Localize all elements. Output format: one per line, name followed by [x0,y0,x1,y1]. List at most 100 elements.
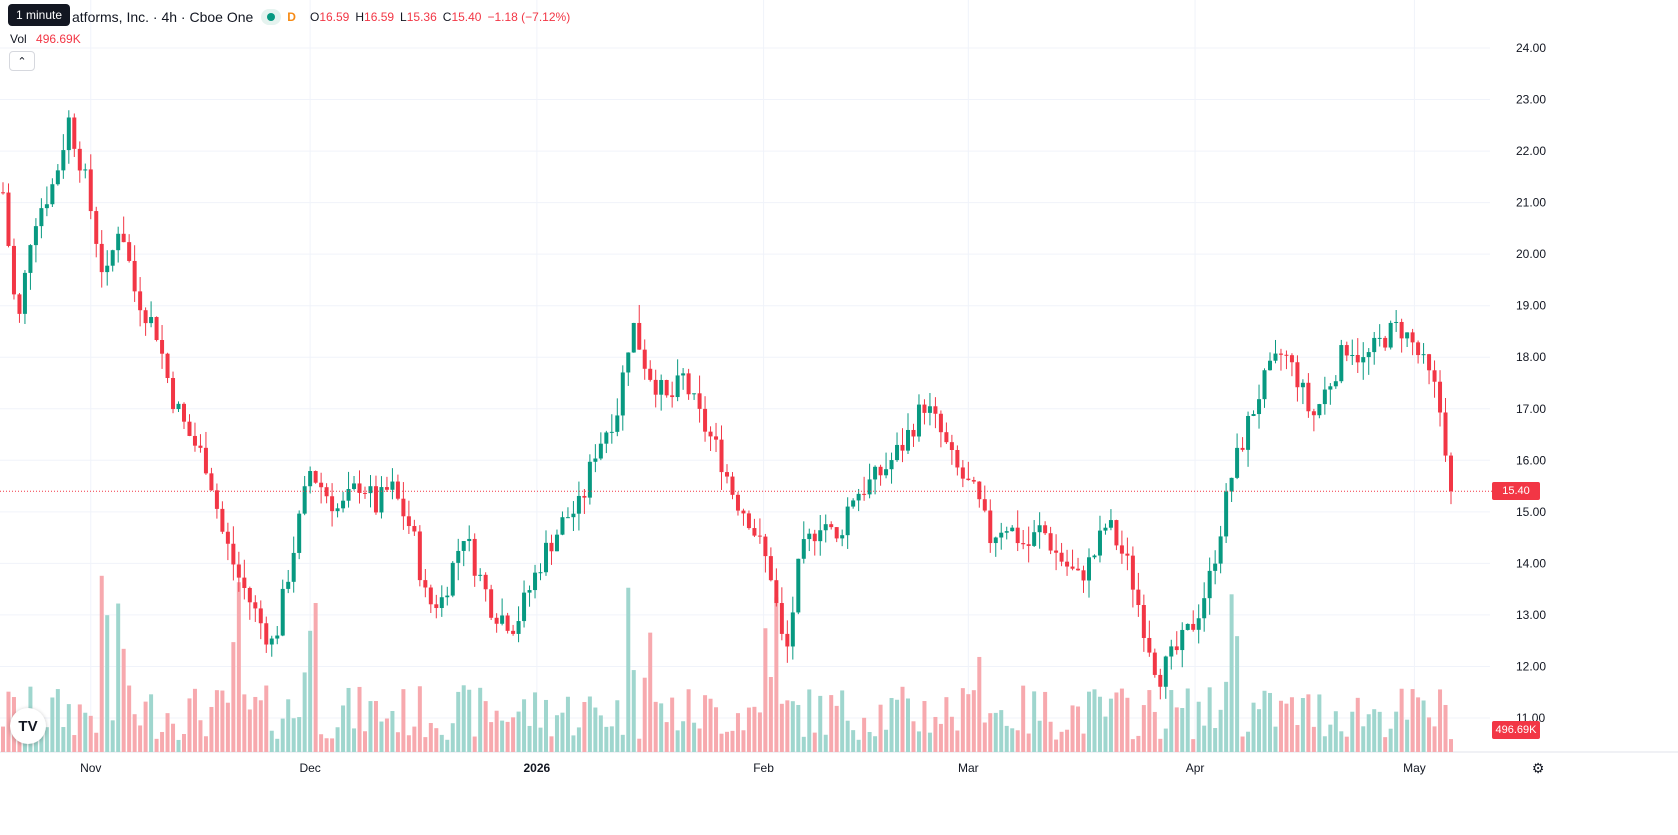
candle-body [725,472,729,477]
volume-bar [593,707,598,752]
candle-body [225,531,230,544]
candle-body [593,458,598,462]
volume-bar [834,705,839,752]
volume-bar [988,713,993,752]
volume-bar [1065,729,1070,752]
candle-body [192,435,197,446]
candle-body [955,450,960,468]
candle-body [1350,354,1355,356]
candle-body [308,471,313,487]
candle-body [818,530,823,542]
volume-bar [582,702,587,752]
volume-bar [176,739,181,752]
candle-body [1196,618,1201,630]
volume-bar [291,718,296,752]
candle-body [708,431,713,437]
candle-body [944,432,949,443]
candle-body [297,513,302,553]
volume-bar [1251,702,1256,752]
candle-body [395,481,400,499]
volume-bar [692,722,697,752]
candle-body [801,539,806,559]
candle-body [253,602,258,609]
volume-bar [587,696,592,752]
candle-body [66,117,71,151]
candle-body [412,526,417,532]
candles [1,110,1453,700]
volume-bar [785,700,790,752]
candle-body [1218,536,1223,564]
candle-body [1394,321,1399,323]
volume-bar [1,726,5,752]
volume-bar [889,698,894,752]
volume-bar [280,718,285,752]
x-tick-label: May [1403,761,1426,775]
candle-body [357,483,362,493]
volume-bar [1366,714,1371,752]
volume-bar [1097,696,1102,752]
volume-bar [1169,690,1174,752]
candle-body [346,488,351,501]
volume-bar [823,734,828,752]
candle-body [88,169,93,212]
candle-body [363,492,367,494]
candle-body [938,413,943,433]
volume-bar [812,732,817,752]
volume-bar [993,712,998,752]
volume-bar [856,739,861,752]
volume-bar [681,721,686,752]
candle-body [533,572,538,591]
candle-body [840,535,845,539]
volume-bar [1015,730,1020,752]
candle-body [1163,656,1168,687]
x-tick-label: Feb [753,761,774,775]
gear-icon[interactable]: ⚙ [1531,759,1545,776]
candle-body [1141,605,1146,638]
price-axis[interactable]: 11.0012.0013.0014.0015.0016.0017.0018.00… [1516,41,1546,725]
volume-bar [801,736,806,752]
candle-body [1251,414,1256,416]
volume-bar [373,701,378,752]
market-status-icon[interactable] [261,9,282,25]
volume-bar [878,704,883,752]
candle-body [796,558,801,613]
y-tick-label: 20.00 [1516,247,1546,261]
candle-body [335,508,340,512]
volume-bar [467,689,472,752]
volume-bar [1322,736,1327,752]
candle-body [554,534,559,552]
dividend-badge[interactable]: D [287,10,296,24]
symbol-title[interactable]: atforms, Inc. · 4h · Cboe One [72,9,254,25]
candle-body [489,589,494,618]
chevron-up-icon[interactable]: ⌃ [9,51,35,71]
volume-bar [324,738,329,752]
volume-bar [626,587,631,752]
volume-bar [916,731,921,752]
candle-body [1366,352,1371,358]
candle-body [105,265,110,273]
candle-body [774,580,779,604]
candle-body [763,536,768,557]
volume-bar [670,697,675,752]
volume-bar [895,699,900,752]
volume-bar [774,597,779,752]
volume-bar [1010,728,1015,752]
volume-bar [1295,725,1300,752]
time-axis[interactable]: Nov Dec 2026 Feb Mar Apr May [80,761,1426,775]
candle-body [472,538,477,576]
candle-body [209,473,214,491]
volume-bar [757,712,762,752]
volume-bar [269,730,274,752]
volume-bar [544,699,548,752]
volume-bar [412,726,417,752]
volume-bar [703,695,708,752]
candle-body [779,603,784,634]
candle-body [631,322,636,353]
candle-body [231,543,236,565]
candle-body [33,226,38,246]
tradingview-logo-icon[interactable]: TV [10,708,46,744]
candle-body [1202,598,1207,619]
volume-bar [286,699,291,752]
candle-body [544,542,548,573]
